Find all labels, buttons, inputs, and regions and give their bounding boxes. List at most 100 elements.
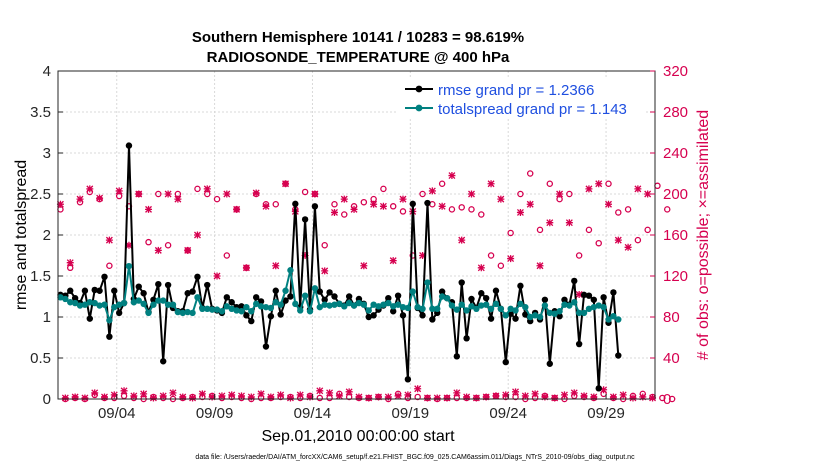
y-right-tick-label: 280	[663, 104, 688, 121]
totalspread-point	[394, 301, 402, 308]
rmse-point	[252, 294, 260, 301]
rmse-point	[111, 287, 118, 294]
obs-assimilated-point	[66, 259, 74, 267]
rmse-point	[326, 289, 333, 296]
obs-assimilated-point	[541, 393, 549, 401]
obs-assimilated-point	[590, 393, 598, 401]
obs-assimilated-point	[198, 390, 206, 398]
obs-assimilated-point	[326, 389, 334, 397]
obs-assimilated-point	[174, 195, 182, 203]
totalspread-point	[453, 306, 461, 313]
y-right-tick-label: 160	[663, 227, 688, 244]
obs-assimilated-point	[238, 392, 246, 400]
obs-possible-point	[644, 226, 651, 234]
totalspread-point	[610, 312, 617, 320]
x-tick-label: 09/14	[294, 405, 332, 422]
obs-possible-point	[223, 252, 231, 259]
rmse-point	[262, 343, 270, 350]
totalspread-point	[571, 299, 578, 306]
rmse-point	[140, 290, 147, 297]
legend-rmse-marker	[415, 85, 423, 93]
rmse-point	[321, 296, 328, 303]
obs-assimilated-point	[179, 393, 187, 401]
obs-assimilated-point	[115, 187, 123, 195]
totalspread-point	[517, 300, 524, 308]
y-left-tick-label: 2.5	[30, 186, 51, 203]
obs-assimilated-point	[649, 394, 657, 402]
obs-possible-point	[380, 185, 387, 193]
totalspread-point	[556, 308, 563, 315]
totalspread-point	[184, 308, 191, 316]
rmse-point	[615, 352, 622, 359]
y-right-tick-label: 120	[663, 268, 688, 285]
obs-possible-point	[478, 211, 485, 218]
obs-assimilated-point	[384, 393, 392, 401]
totalspread-point	[67, 299, 74, 306]
obs-possible-point	[448, 206, 456, 213]
y-left-tick-label: 3	[43, 145, 51, 162]
obs-possible-point	[624, 206, 632, 213]
rmse-point	[502, 358, 509, 366]
obs-assimilated-point	[526, 200, 534, 208]
totalspread-point	[531, 312, 539, 319]
totalspread-point	[497, 305, 505, 312]
rmse-point	[468, 295, 475, 303]
totalspread-point	[233, 307, 240, 314]
totalspread-point	[331, 301, 338, 308]
rmse-point	[370, 312, 377, 319]
totalspread-point	[71, 299, 79, 307]
totalspread-point	[561, 301, 568, 308]
grid-lines	[58, 71, 655, 399]
obs-assimilated-point	[502, 391, 510, 399]
obs-assimilated-point	[76, 195, 84, 203]
obs-possible-point	[595, 239, 602, 247]
totalspread-point	[502, 312, 509, 319]
totalspread-point	[463, 307, 470, 314]
totalspread-point	[522, 303, 529, 311]
y-axis-left-label: rmse and totalspread	[13, 160, 30, 310]
obs-assimilated-point	[61, 394, 69, 402]
obs-assimilated-point	[208, 393, 216, 401]
rmse-point	[67, 287, 74, 294]
totalspread-point	[208, 306, 216, 313]
totalspread-point	[404, 304, 412, 312]
obs-count-markers	[56, 170, 676, 403]
obs-assimilated-point	[458, 236, 466, 244]
obs-assimilated-point	[516, 208, 524, 216]
rmse-point	[610, 289, 617, 296]
obs-possible-point	[145, 238, 152, 246]
totalspread-point	[473, 305, 480, 312]
totalspread-point	[120, 299, 128, 307]
rmse-point	[160, 358, 167, 365]
y-left-tick-label: 4	[43, 63, 51, 80]
totalspread-point	[243, 303, 250, 311]
obs-assimilated-point	[311, 190, 319, 198]
obs-assimilated-point	[247, 393, 255, 401]
obs-assimilated-point	[100, 393, 108, 401]
obs-assimilated-point	[560, 391, 568, 399]
totalspread-point	[199, 305, 206, 312]
rmse-point	[463, 335, 470, 342]
totalspread-point	[130, 299, 138, 306]
rmse-point	[301, 216, 309, 223]
obs-possible-point	[419, 190, 426, 198]
obs-assimilated-point	[330, 208, 338, 216]
obs-assimilated-point	[419, 252, 427, 259]
rmse-point	[424, 199, 431, 207]
rmse-point	[184, 290, 191, 297]
rmse-point	[125, 142, 133, 149]
rmse-point	[600, 294, 607, 301]
totalspread-point	[101, 301, 108, 308]
obs-possible-point	[575, 252, 583, 259]
legend-totalspread-label: totalspread grand pr = 1.143	[438, 101, 627, 118]
totalspread-point	[487, 305, 495, 312]
obs-possible-point	[497, 262, 505, 269]
obs-assimilated-point	[585, 185, 593, 193]
obs-assimilated-point	[370, 200, 378, 208]
rmse-point	[115, 309, 123, 317]
obs-assimilated-point	[565, 219, 573, 227]
totalspread-point	[223, 303, 231, 310]
obs-assimilated-point	[169, 389, 177, 397]
totalspread-point	[135, 297, 142, 304]
rmse-point	[292, 200, 299, 208]
